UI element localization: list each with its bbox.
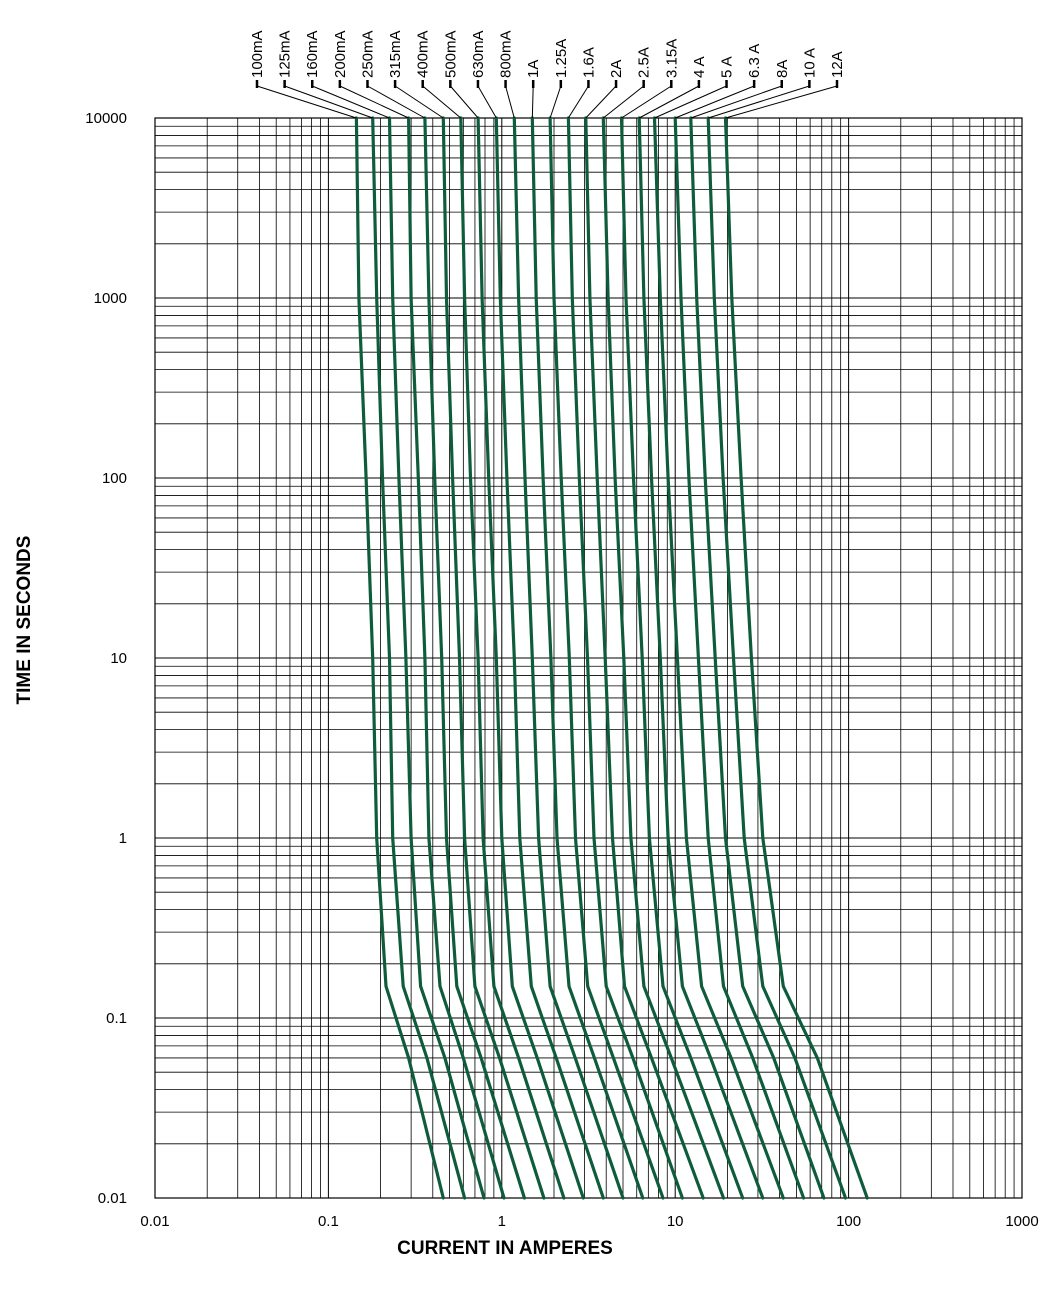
x-tick-label: 0.01 — [140, 1213, 169, 1230]
y-tick-label: 1 — [119, 830, 127, 847]
rating-leader-line — [568, 86, 588, 118]
rating-leader-line — [367, 86, 424, 118]
x-tick-labels: 0.01 0.1 1 10 100 1000 — [140, 1213, 1038, 1230]
rating-label: 4 A — [691, 56, 708, 78]
rating-label: 1.25A — [553, 39, 570, 78]
y-tick-label: 100 — [102, 470, 127, 487]
y-tick-label: 0.01 — [98, 1190, 127, 1207]
rating-leader-line — [691, 86, 782, 118]
rating-leader-line — [621, 86, 671, 118]
rating-leader-line — [603, 86, 643, 118]
rating-leader-line — [257, 86, 356, 118]
y-tick-label: 10 — [110, 650, 127, 667]
rating-label: 8A — [774, 60, 791, 78]
rating-label: 200mA — [332, 30, 349, 78]
rating-label: 12A — [829, 51, 846, 78]
rating-labels: 100mA 125mA 160mA 200mA 250mA 315mA 400mA 500mA… — [249, 30, 846, 78]
rating-leader-line — [586, 86, 616, 118]
rating-label: 800mA — [498, 30, 515, 78]
rating-leader-line — [550, 86, 561, 118]
rating-leader-line — [708, 86, 809, 118]
rating-label: 250mA — [359, 30, 376, 78]
rating-leader-line — [395, 86, 443, 118]
rating-label: 400mA — [415, 30, 432, 78]
rating-leader-line — [532, 86, 533, 118]
rating-label: 5 A — [719, 56, 736, 78]
rating-label: 160mA — [304, 30, 321, 78]
rating-label: 500mA — [442, 30, 459, 78]
rating-leader-line — [506, 86, 515, 118]
rating-leader-line — [478, 86, 496, 118]
rating-label: 2A — [608, 60, 625, 78]
rating-label: 125mA — [277, 30, 294, 78]
rating-label: 3.15A — [663, 39, 680, 78]
x-tick-label: 100 — [836, 1213, 861, 1230]
x-tick-label: 0.1 — [318, 1213, 339, 1230]
rating-label: 100mA — [249, 30, 266, 78]
y-tick-labels: 0.01 0.1 1 10 100 1000 10000 — [85, 110, 127, 1207]
rating-label: 6.3 A — [746, 44, 763, 78]
x-tick-label: 1000 — [1005, 1213, 1038, 1230]
rating-label: 10 A — [801, 48, 818, 78]
x-tick-label: 10 — [667, 1213, 684, 1230]
rating-label: 1A — [525, 60, 542, 78]
x-axis-title: CURRENT IN AMPERES — [397, 1238, 613, 1259]
y-axis-title: TIME IN SECONDS — [14, 536, 35, 705]
rating-leader-line — [285, 86, 373, 118]
x-tick-label: 1 — [498, 1213, 506, 1230]
rating-leader-lines — [257, 80, 837, 118]
y-tick-label: 1000 — [94, 290, 127, 307]
rating-label: 2.5A — [636, 47, 653, 78]
y-tick-label: 10000 — [85, 110, 127, 127]
rating-label: 630mA — [470, 30, 487, 78]
y-tick-label: 0.1 — [106, 1010, 127, 1027]
rating-label: 1.6A — [580, 47, 597, 78]
rating-label: 315mA — [387, 30, 404, 78]
